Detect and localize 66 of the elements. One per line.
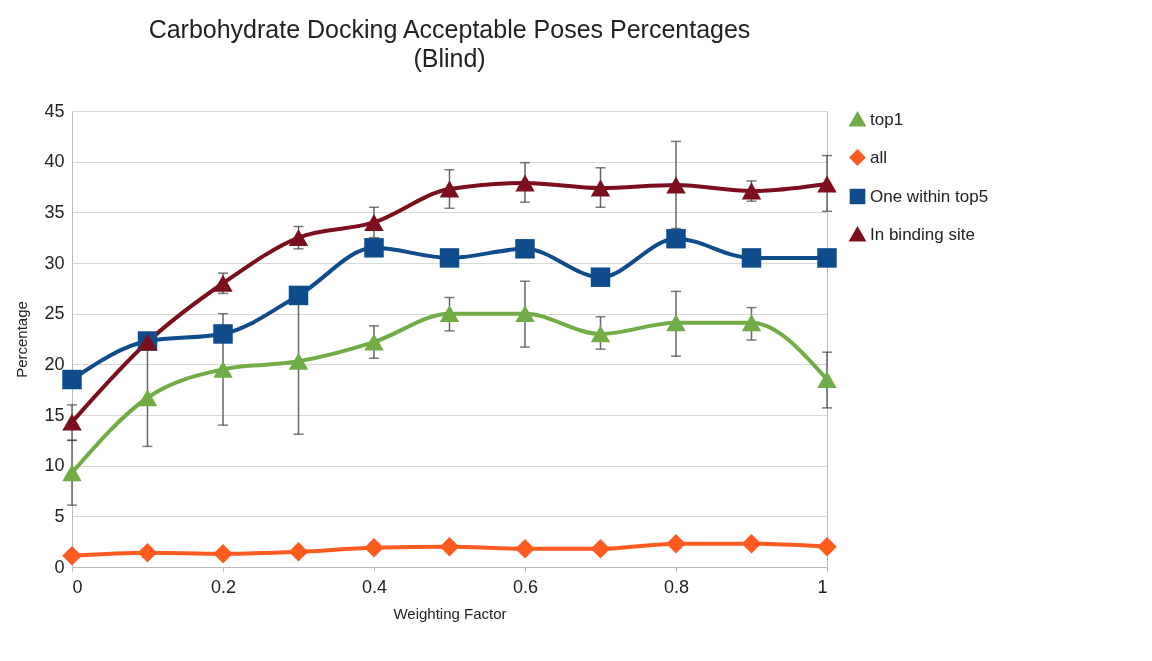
- point: [590, 267, 611, 287]
- y-tick-label: 0: [54, 556, 65, 577]
- point: [666, 176, 686, 194]
- point: [817, 371, 837, 388]
- point: [741, 248, 762, 268]
- point: [590, 539, 611, 559]
- point: [439, 536, 460, 557]
- x-tick-label: 0.6: [512, 576, 539, 597]
- point: [364, 214, 384, 231]
- point: [364, 238, 384, 258]
- y-tick-label: 5: [54, 505, 65, 526]
- point: [515, 239, 535, 259]
- point: [213, 360, 233, 378]
- y-tick-label: 25: [44, 303, 65, 324]
- chart-subtitle: (Blind): [413, 44, 486, 72]
- y-tick-label: 40: [44, 151, 65, 172]
- point: [817, 536, 837, 557]
- point: [590, 325, 611, 343]
- x-tick-label: 0.2: [210, 576, 237, 597]
- x-axis-title: Weighting Factor: [393, 604, 507, 622]
- point: [62, 369, 82, 390]
- x-tick-label: 1: [817, 576, 828, 597]
- point: [62, 413, 82, 431]
- y-tick-label: 15: [44, 404, 65, 425]
- y-tick-label: 30: [44, 252, 65, 273]
- point: [666, 228, 686, 249]
- y-tick-label: 10: [44, 455, 65, 476]
- x-tick-label: 0.4: [361, 576, 388, 597]
- y-axis-title: Percentage: [13, 301, 31, 378]
- point: [288, 285, 309, 306]
- point: [817, 248, 837, 268]
- point: [741, 182, 762, 200]
- point: [288, 542, 309, 562]
- legend-label: all: [870, 147, 888, 167]
- point: [590, 179, 611, 197]
- y-tick-label: 45: [44, 100, 65, 121]
- point: [364, 333, 384, 351]
- legend-label: In binding site: [870, 224, 975, 244]
- legend-label: top1: [870, 109, 904, 129]
- point: [364, 538, 384, 558]
- point: [288, 229, 309, 247]
- y-tick-label: 35: [44, 201, 65, 222]
- point: [741, 533, 762, 554]
- point: [439, 305, 460, 323]
- x-tick-label: 0: [72, 576, 83, 597]
- point: [137, 543, 158, 563]
- point: [288, 352, 309, 370]
- point: [213, 544, 233, 564]
- y-tick-label: 20: [44, 353, 65, 374]
- point: [439, 248, 460, 268]
- point: [213, 324, 233, 344]
- point: [62, 546, 82, 566]
- point: [666, 314, 686, 332]
- point: [137, 389, 158, 407]
- point: [817, 175, 837, 193]
- point: [741, 314, 762, 332]
- chart-title: Carbohydrate Docking Acceptable Poses Percentages: [148, 15, 751, 43]
- legend-label: One within top5: [870, 186, 989, 206]
- point: [515, 305, 535, 323]
- point: [515, 174, 535, 192]
- x-tick-label: 0.8: [663, 576, 690, 597]
- point: [666, 533, 686, 554]
- point: [213, 274, 233, 292]
- point: [439, 180, 460, 198]
- point: [515, 539, 535, 559]
- point: [62, 464, 82, 482]
